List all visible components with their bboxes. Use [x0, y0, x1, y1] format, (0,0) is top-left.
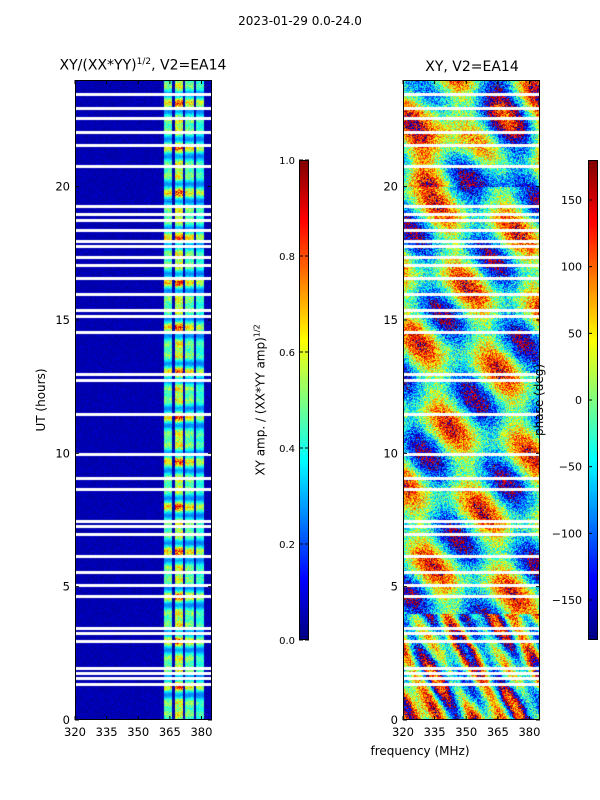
phase-cbar-tick-label: 50 — [568, 327, 582, 340]
amp-colorbar — [299, 160, 309, 640]
amp-ylabel: UT (hours) — [34, 368, 48, 432]
phase-xtick-label: 335 — [424, 725, 446, 739]
phase-ytick-label: 15 — [383, 313, 398, 327]
phase-ytick-label: 0 — [391, 713, 398, 727]
phase-cbar-tick-label: −50 — [559, 461, 582, 474]
phase-xtick-label: 380 — [518, 725, 540, 739]
amp-title-exp: 1/2 — [136, 57, 152, 67]
amp-xtick-label: 350 — [127, 725, 149, 739]
amp-colorbar-label-main: XY amp. / (XX*YY amp) — [253, 337, 268, 476]
phase-ytick-label: 20 — [383, 180, 398, 194]
phase-xtick-label: 365 — [487, 725, 509, 739]
amp-cbar-tick-label: 0.8 — [279, 252, 295, 263]
phase-xtick-label: 350 — [455, 725, 477, 739]
phase-ytick-label: 10 — [383, 446, 398, 460]
phase-cbar-tick-label: −150 — [552, 594, 582, 607]
amp-ytick-label: 15 — [55, 313, 70, 327]
amp-heatmap — [75, 80, 212, 720]
phase-cbar-tick-label: −100 — [552, 527, 582, 540]
amp-colorbar-label: XY amp. / (XX*YY amp)1/2 — [253, 324, 268, 475]
amp-ytick-label: 10 — [55, 446, 70, 460]
frequency-xlabel: frequency (MHz) — [370, 744, 470, 758]
amp-ytick-label: 0 — [63, 713, 70, 727]
phase-heatmap-frame — [403, 80, 540, 720]
phase-cbar-tick-label: 0 — [575, 394, 582, 407]
amp-title-tail: , V2=EA14 — [151, 57, 227, 74]
amp-cbar-tick-label: 0.0 — [279, 636, 295, 647]
phase-panel-title: XY, V2=EA14 — [425, 59, 519, 75]
phase-xtick-label: 320 — [392, 725, 414, 739]
phase-ytick-label: 5 — [391, 580, 398, 594]
amp-heatmap-frame — [75, 80, 212, 720]
amp-ytick-label: 20 — [55, 180, 70, 194]
phase-cbar-tick-label: 150 — [561, 194, 582, 207]
amp-cbar-tick-label: 0.6 — [279, 348, 295, 359]
amp-cbar-tick-label: 0.2 — [279, 540, 295, 551]
amp-ytick-label: 5 — [63, 580, 70, 594]
amp-cbar-tick-label: 0.4 — [279, 444, 295, 455]
amp-cbar-tick-label: 1.0 — [279, 156, 295, 167]
figure-suptitle: 2023-01-29 0.0-24.0 — [238, 14, 362, 28]
amp-colorbar-frame — [299, 160, 309, 640]
amp-panel-title: XY/(XX*YY)1/2, V2=EA14 — [40, 57, 246, 74]
amp-xtick-label: 335 — [96, 725, 118, 739]
phase-cbar-tick-label: 100 — [561, 261, 582, 274]
phase-colorbar-label: phase (deg) — [532, 363, 546, 437]
phase-heatmap — [403, 80, 540, 720]
amp-xtick-label: 380 — [190, 725, 212, 739]
phase-colorbar — [588, 160, 598, 640]
amp-xtick-label: 365 — [159, 725, 181, 739]
amp-xtick-label: 320 — [64, 725, 86, 739]
amp-title-main: XY/(XX*YY) — [59, 57, 137, 74]
amp-colorbar-label-exp: 1/2 — [252, 324, 262, 338]
